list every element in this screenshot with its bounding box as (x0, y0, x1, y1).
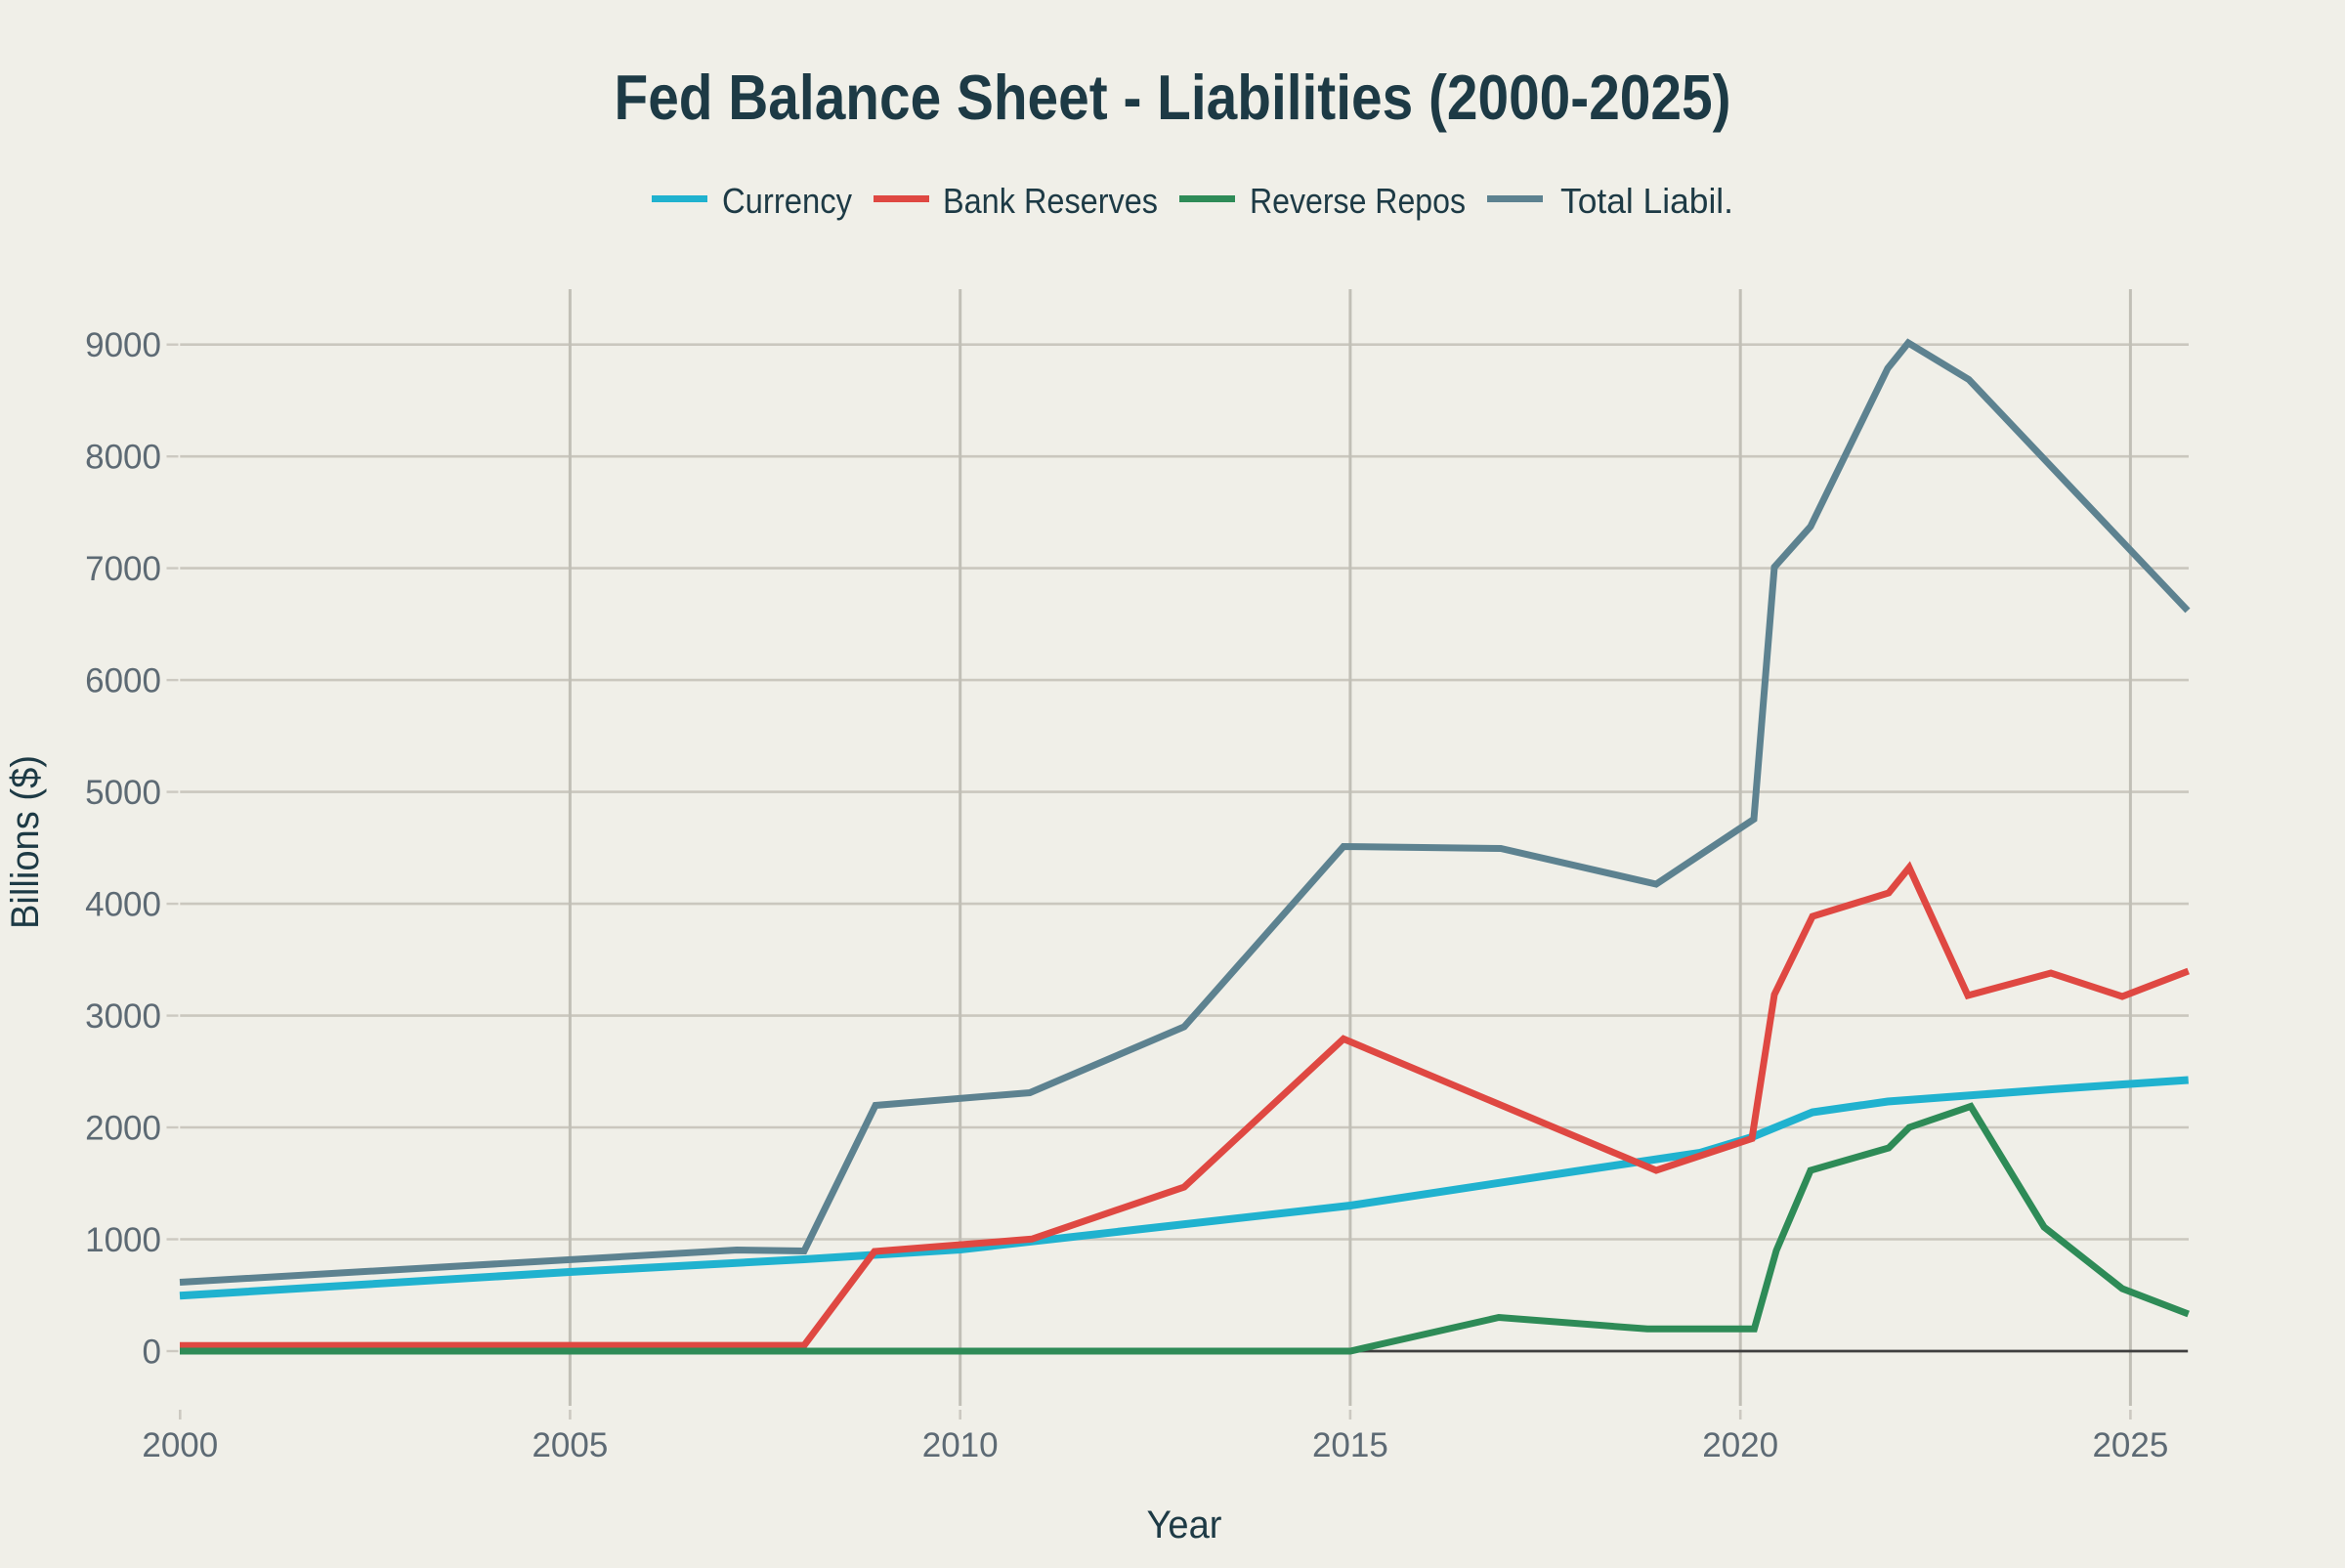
svg-text:4000: 4000 (85, 886, 161, 924)
svg-text:Fed Balance Sheet - Liabilitie: Fed Balance Sheet - Liabilities (2000-20… (615, 62, 1731, 133)
svg-text:3000: 3000 (85, 997, 161, 1036)
svg-text:2000: 2000 (142, 1426, 218, 1464)
svg-text:1000: 1000 (85, 1221, 161, 1259)
svg-text:2025: 2025 (2092, 1426, 2168, 1464)
svg-text:Year: Year (1147, 1504, 1222, 1547)
svg-text:2000: 2000 (85, 1110, 161, 1148)
svg-text:2015: 2015 (1312, 1426, 1388, 1464)
svg-text:9000: 9000 (85, 326, 161, 364)
svg-text:0: 0 (143, 1334, 161, 1372)
svg-text:Billions ($): Billions ($) (4, 755, 47, 929)
svg-text:Total Liabil.: Total Liabil. (1560, 181, 1733, 221)
svg-text:Bank Reserves: Bank Reserves (943, 181, 1158, 221)
svg-text:5000: 5000 (85, 774, 161, 812)
svg-text:6000: 6000 (85, 662, 161, 700)
svg-text:8000: 8000 (85, 439, 161, 477)
svg-text:Currency: Currency (722, 181, 852, 221)
svg-text:2005: 2005 (532, 1426, 608, 1464)
svg-text:2010: 2010 (922, 1426, 999, 1464)
svg-text:Reverse Repos: Reverse Repos (1250, 181, 1466, 221)
svg-text:2020: 2020 (1702, 1426, 1778, 1464)
svg-text:7000: 7000 (85, 550, 161, 588)
